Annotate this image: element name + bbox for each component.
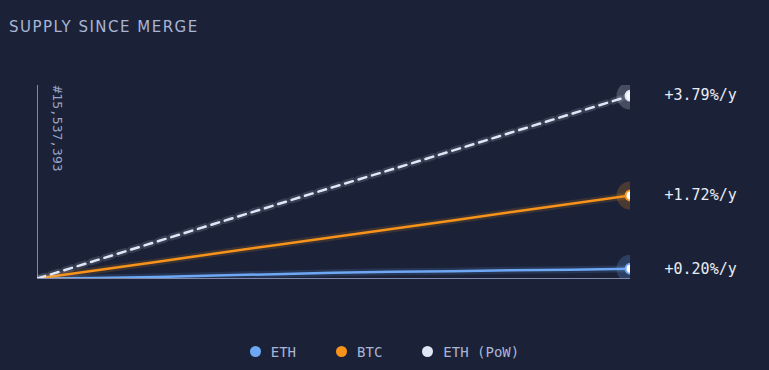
svg-text:+3.79%/y: +3.79%/y xyxy=(665,86,737,104)
html-text:SUPPLY SINCE MERGE: SUPPLY SINCE MERGE xyxy=(9,18,199,36)
svg-text:+1.72%/y: +1.72%/y xyxy=(665,186,737,204)
html-text:BTC: BTC xyxy=(357,343,383,360)
svg-text:+0.20%/y: +0.20%/y xyxy=(665,260,737,278)
html-text:ETH: ETH xyxy=(270,343,297,360)
svg-text:#15,537,393: #15,537,393 xyxy=(50,86,65,172)
html-text:ETH (PoW): ETH (PoW) xyxy=(443,343,520,360)
